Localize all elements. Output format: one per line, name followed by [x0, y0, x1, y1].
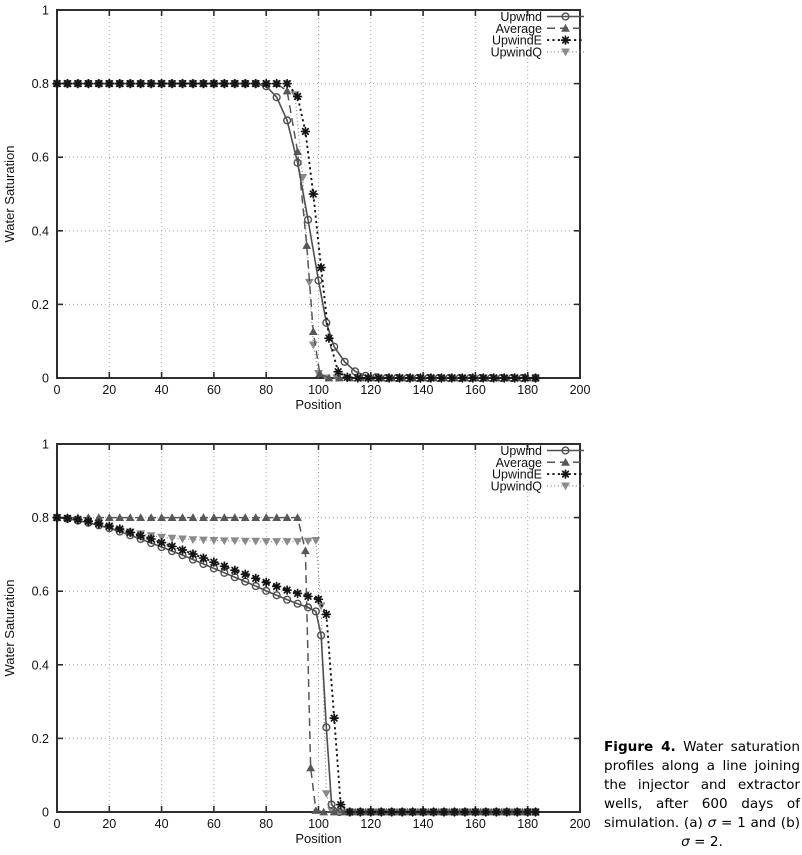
- svg-text:100: 100: [308, 383, 329, 397]
- legend-label-upwinde: UpwindE: [492, 468, 542, 482]
- svg-text:20: 20: [102, 383, 116, 397]
- svg-text:160: 160: [465, 383, 486, 397]
- svg-text:20: 20: [102, 817, 116, 831]
- svg-text:0: 0: [42, 806, 49, 820]
- svg-text:0: 0: [42, 372, 49, 386]
- svg-text:1: 1: [42, 4, 49, 18]
- series-upwinde: [52, 512, 541, 817]
- svg-text:0.6: 0.6: [32, 585, 49, 599]
- legend-label-upwindq: UpwindQ: [491, 45, 543, 59]
- svg-text:0: 0: [54, 383, 61, 397]
- svg-text:80: 80: [259, 817, 273, 831]
- svg-text:0.6: 0.6: [32, 151, 49, 165]
- svg-text:200: 200: [570, 817, 591, 831]
- figure-caption: Figure 4. Water saturation profiles alon…: [604, 738, 800, 852]
- series-upwind: [52, 79, 540, 383]
- caption-body-3: = 2.: [689, 834, 723, 850]
- svg-text:60: 60: [207, 817, 221, 831]
- gridlines: [57, 444, 580, 812]
- y-axis-title: Water Saturation: [2, 145, 17, 242]
- caption-sigma-1: σ: [707, 815, 717, 831]
- caption-body-1: Water saturation profiles along a line j…: [604, 739, 800, 831]
- caption-figure-label: Figure 4.: [604, 739, 676, 755]
- svg-text:0.4: 0.4: [32, 658, 49, 672]
- legend-label-average: Average: [496, 22, 542, 36]
- x-axis-title: Position: [295, 831, 341, 846]
- gridlines: [57, 10, 580, 378]
- svg-text:0.2: 0.2: [32, 732, 49, 746]
- svg-text:1: 1: [42, 438, 49, 452]
- legend-label-upwind: Upwind: [500, 444, 542, 458]
- svg-text:0.8: 0.8: [32, 77, 49, 91]
- water-saturation-chart-sigma-1: 0 20 40 60 80 100 120 140 160 180 200 0 0.2 0.4 0.6 0.8…: [2, 4, 591, 413]
- svg-text:60: 60: [207, 383, 221, 397]
- legend-label-upwind: Upwind: [500, 10, 542, 24]
- y-tick-labels: 0 0.2 0.4 0.6 0.8 1: [32, 4, 49, 386]
- y-tick-labels: 0 0.2 0.4 0.6 0.8 1: [32, 438, 49, 820]
- x-axis-title: Position: [295, 397, 341, 412]
- svg-text:40: 40: [155, 817, 169, 831]
- y-axis-title: Water Saturation: [2, 579, 17, 676]
- svg-text:160: 160: [465, 817, 486, 831]
- x-tick-labels: 0 20 40 60 80 100 120 140 160 180 200: [54, 383, 591, 397]
- svg-text:180: 180: [517, 817, 538, 831]
- x-tick-labels: 0 20 40 60 80 100 120 140 160 180 200: [54, 817, 591, 831]
- svg-text:140: 140: [413, 817, 434, 831]
- caption-body-2: = 1 and (b): [716, 815, 800, 831]
- series-upwinde: [52, 78, 541, 383]
- svg-text:0: 0: [54, 817, 61, 831]
- svg-text:140: 140: [413, 383, 434, 397]
- svg-text:40: 40: [155, 383, 169, 397]
- svg-text:200: 200: [570, 383, 591, 397]
- svg-text:0.4: 0.4: [32, 224, 49, 238]
- svg-text:80: 80: [259, 383, 273, 397]
- svg-text:0.8: 0.8: [32, 511, 49, 525]
- svg-text:180: 180: [517, 383, 538, 397]
- svg-text:120: 120: [360, 383, 381, 397]
- water-saturation-chart-sigma-2: 0 20 40 60 80 100 120 140 160 180 200 0 0.2 0.4 0.6 0.8…: [2, 438, 591, 847]
- svg-text:120: 120: [360, 817, 381, 831]
- legend-label-upwindq: UpwindQ: [491, 479, 543, 493]
- legend-label-upwinde: UpwindE: [492, 34, 542, 48]
- legend-label-average: Average: [496, 456, 542, 470]
- svg-text:100: 100: [308, 817, 329, 831]
- svg-text:0.2: 0.2: [32, 298, 49, 312]
- caption-sigma-2: σ: [681, 834, 690, 850]
- series-upwind: [52, 513, 540, 817]
